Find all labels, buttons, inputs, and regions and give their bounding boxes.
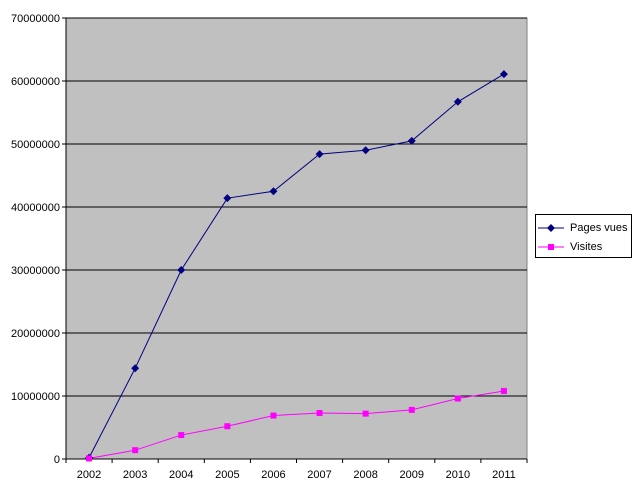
x-tick-label: 2006 (261, 469, 285, 481)
x-tick-label: 2002 (77, 469, 101, 481)
data-point-pages-vues (361, 146, 370, 155)
data-point-visites (408, 406, 415, 413)
y-tick-label: 20000000 (11, 328, 60, 340)
y-tick-label: 40000000 (11, 202, 60, 214)
x-tick-label: 2005 (215, 469, 239, 481)
y-tick-label: 30000000 (11, 265, 60, 277)
y-tick-label: 10000000 (11, 391, 60, 403)
data-point-pages-vues (499, 70, 508, 79)
y-tick-label: 50000000 (11, 139, 60, 151)
data-point-visites (362, 410, 369, 417)
data-point-visites (316, 410, 323, 417)
legend-swatch-visites (538, 244, 564, 250)
legend-entry-visites: Visites (536, 239, 631, 255)
data-point-visites (178, 432, 185, 439)
series-line-visites (88, 390, 505, 459)
data-point-pages-vues (407, 136, 416, 145)
data-point-visites (86, 455, 93, 462)
y-tick-label: 60000000 (11, 76, 60, 88)
y-tick-label: 0 (54, 454, 60, 466)
data-point-pages-vues (315, 150, 324, 159)
axes: 0 10000000 20000000 30000000 40000000 5000000… (11, 13, 528, 481)
legend: Pages vues Visites (535, 214, 632, 258)
gridlines (66, 17, 527, 397)
x-tick-label: 2004 (169, 469, 193, 481)
legend-swatch-pages-vues (538, 224, 564, 232)
x-tick-label: 2009 (400, 469, 424, 481)
x-tick-label: 2007 (307, 469, 331, 481)
data-point-visites (270, 412, 277, 419)
data-point-visites (224, 423, 231, 430)
x-tick-label: 2011 (492, 469, 516, 481)
data-point-pages-vues (453, 97, 462, 106)
x-tick-label: 2008 (353, 469, 377, 481)
data-point-visites (132, 447, 139, 454)
y-tick-label: 70000000 (11, 13, 60, 25)
x-tick-label: 2010 (446, 469, 470, 481)
legend-label-pages-vues: Pages vues (570, 222, 628, 234)
legend-entry-pages-vues: Pages vues (536, 220, 631, 236)
data-point-pages-vues (131, 364, 140, 373)
data-point-pages-vues (177, 266, 186, 274)
marker-layer (85, 70, 508, 462)
data-point-visites (500, 387, 507, 394)
x-tick-label: 2003 (123, 469, 147, 481)
data-point-visites (454, 395, 461, 402)
data-point-pages-vues (223, 194, 232, 203)
data-point-pages-vues (269, 187, 278, 196)
plot-area (65, 17, 528, 460)
legend-label-visites: Visites (570, 241, 603, 253)
series-line-pages-vues (88, 73, 505, 458)
series-layer (88, 73, 505, 459)
